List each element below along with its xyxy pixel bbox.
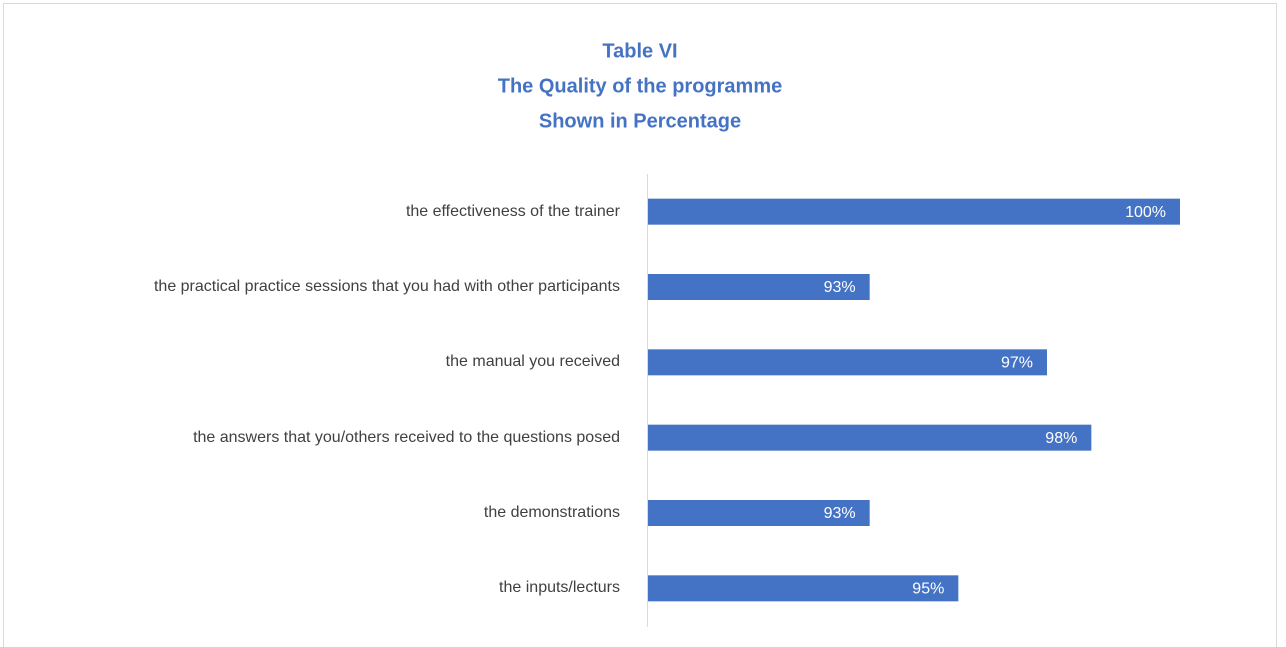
y-tick-label: the effectiveness of the trainer xyxy=(405,202,620,220)
data-label: 93% xyxy=(824,505,856,522)
data-label: 100% xyxy=(1125,204,1166,221)
chart-frame xyxy=(3,3,1277,647)
bar xyxy=(648,500,870,526)
data-label: 98% xyxy=(1045,430,1077,447)
bar xyxy=(648,274,870,300)
y-tick-label: the answers that you/others received to … xyxy=(193,428,620,446)
bar xyxy=(648,424,1092,451)
chart-title: The Quality of the programme xyxy=(498,75,782,97)
bar xyxy=(648,575,959,602)
bar xyxy=(648,349,1047,376)
data-label: 95% xyxy=(912,581,944,598)
data-label: 97% xyxy=(1001,355,1033,372)
y-tick-label: the manual you received xyxy=(445,353,620,371)
y-tick-label: the inputs/lecturs xyxy=(499,579,620,597)
chart-title: Table VI xyxy=(602,40,677,62)
chart-title: Shown in Percentage xyxy=(539,110,741,132)
y-tick-label: the demonstrations xyxy=(483,504,620,521)
bar xyxy=(648,198,1180,225)
y-tick-label: the practical practice sessions that you… xyxy=(153,278,620,295)
data-label: 93% xyxy=(824,279,856,296)
